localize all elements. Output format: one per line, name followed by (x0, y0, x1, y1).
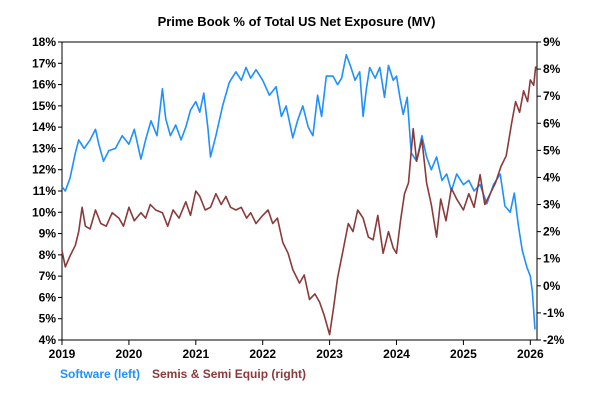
y-axis-right: -2% -1% 0% 1% 2% 3% 4% 5% 6% 7% 8% 9% (537, 35, 565, 347)
x-tick-label: 2024 (383, 347, 410, 361)
x-tick-label: 2021 (182, 347, 209, 361)
legend: Software (left) Semis & Semi Equip (righ… (60, 367, 306, 381)
legend-entry-semis: Semis & Semi Equip (right) (152, 367, 306, 381)
y-left-tick-label: 14% (32, 120, 56, 134)
plot-frame (61, 41, 538, 341)
y-left-tick-label: 15% (32, 99, 56, 113)
plot-border (61, 41, 538, 341)
y-left-tick-label: 9% (39, 227, 57, 241)
y-left-tick-label: 4% (39, 333, 57, 347)
chart-title: Prime Book % of Total US Net Exposure (M… (158, 14, 436, 29)
y-right-tick-label: 1% (543, 252, 561, 266)
series-line-software (61, 54, 536, 330)
y-left-tick-label: 6% (39, 290, 57, 304)
y-right-tick-label: 7% (543, 89, 561, 103)
y-right-tick-label: 4% (543, 170, 561, 184)
y-right-tick-label: 3% (543, 198, 561, 212)
x-axis: 2019 2020 2021 2022 2023 2024 2025 2026 (49, 340, 544, 361)
x-tick-label: 2020 (116, 347, 143, 361)
y-right-tick-label: 2% (543, 225, 561, 239)
y-left-tick-label: 11% (33, 184, 57, 198)
x-tick-label: 2026 (517, 347, 544, 361)
series-layer (61, 54, 537, 336)
x-tick-label: 2023 (316, 347, 343, 361)
y-left-tick-label: 8% (39, 248, 57, 262)
y-right-tick-label: 5% (543, 143, 561, 157)
x-tick-label: 2019 (49, 347, 76, 361)
y-right-tick-label: 6% (543, 116, 561, 130)
y-left-tick-label: 10% (32, 205, 56, 219)
y-left-tick-label: 18% (32, 35, 56, 49)
y-left-tick-label: 7% (39, 269, 57, 283)
x-tick-label: 2022 (249, 347, 276, 361)
y-right-tick-label: -1% (543, 306, 565, 320)
y-right-tick-label: -2% (543, 333, 565, 347)
x-tick-label: 2025 (450, 347, 477, 361)
y-right-tick-label: 0% (543, 279, 561, 293)
y-left-tick-label: 5% (39, 312, 57, 326)
y-right-tick-label: 8% (543, 62, 561, 76)
y-left-tick-label: 13% (32, 141, 56, 155)
series-line-semis (61, 66, 537, 336)
legend-entry-software: Software (left) (60, 367, 140, 381)
y-left-tick-label: 16% (32, 78, 56, 92)
y-left-tick-label: 17% (32, 56, 56, 70)
y-right-tick-label: 9% (543, 35, 561, 49)
y-left-tick-label: 12% (32, 163, 56, 177)
y-axis-left: 4% 5% 6% 7% 8% 9% 10% 11% 12% 13% 14% 15% 16% 17% 18% (32, 35, 62, 347)
